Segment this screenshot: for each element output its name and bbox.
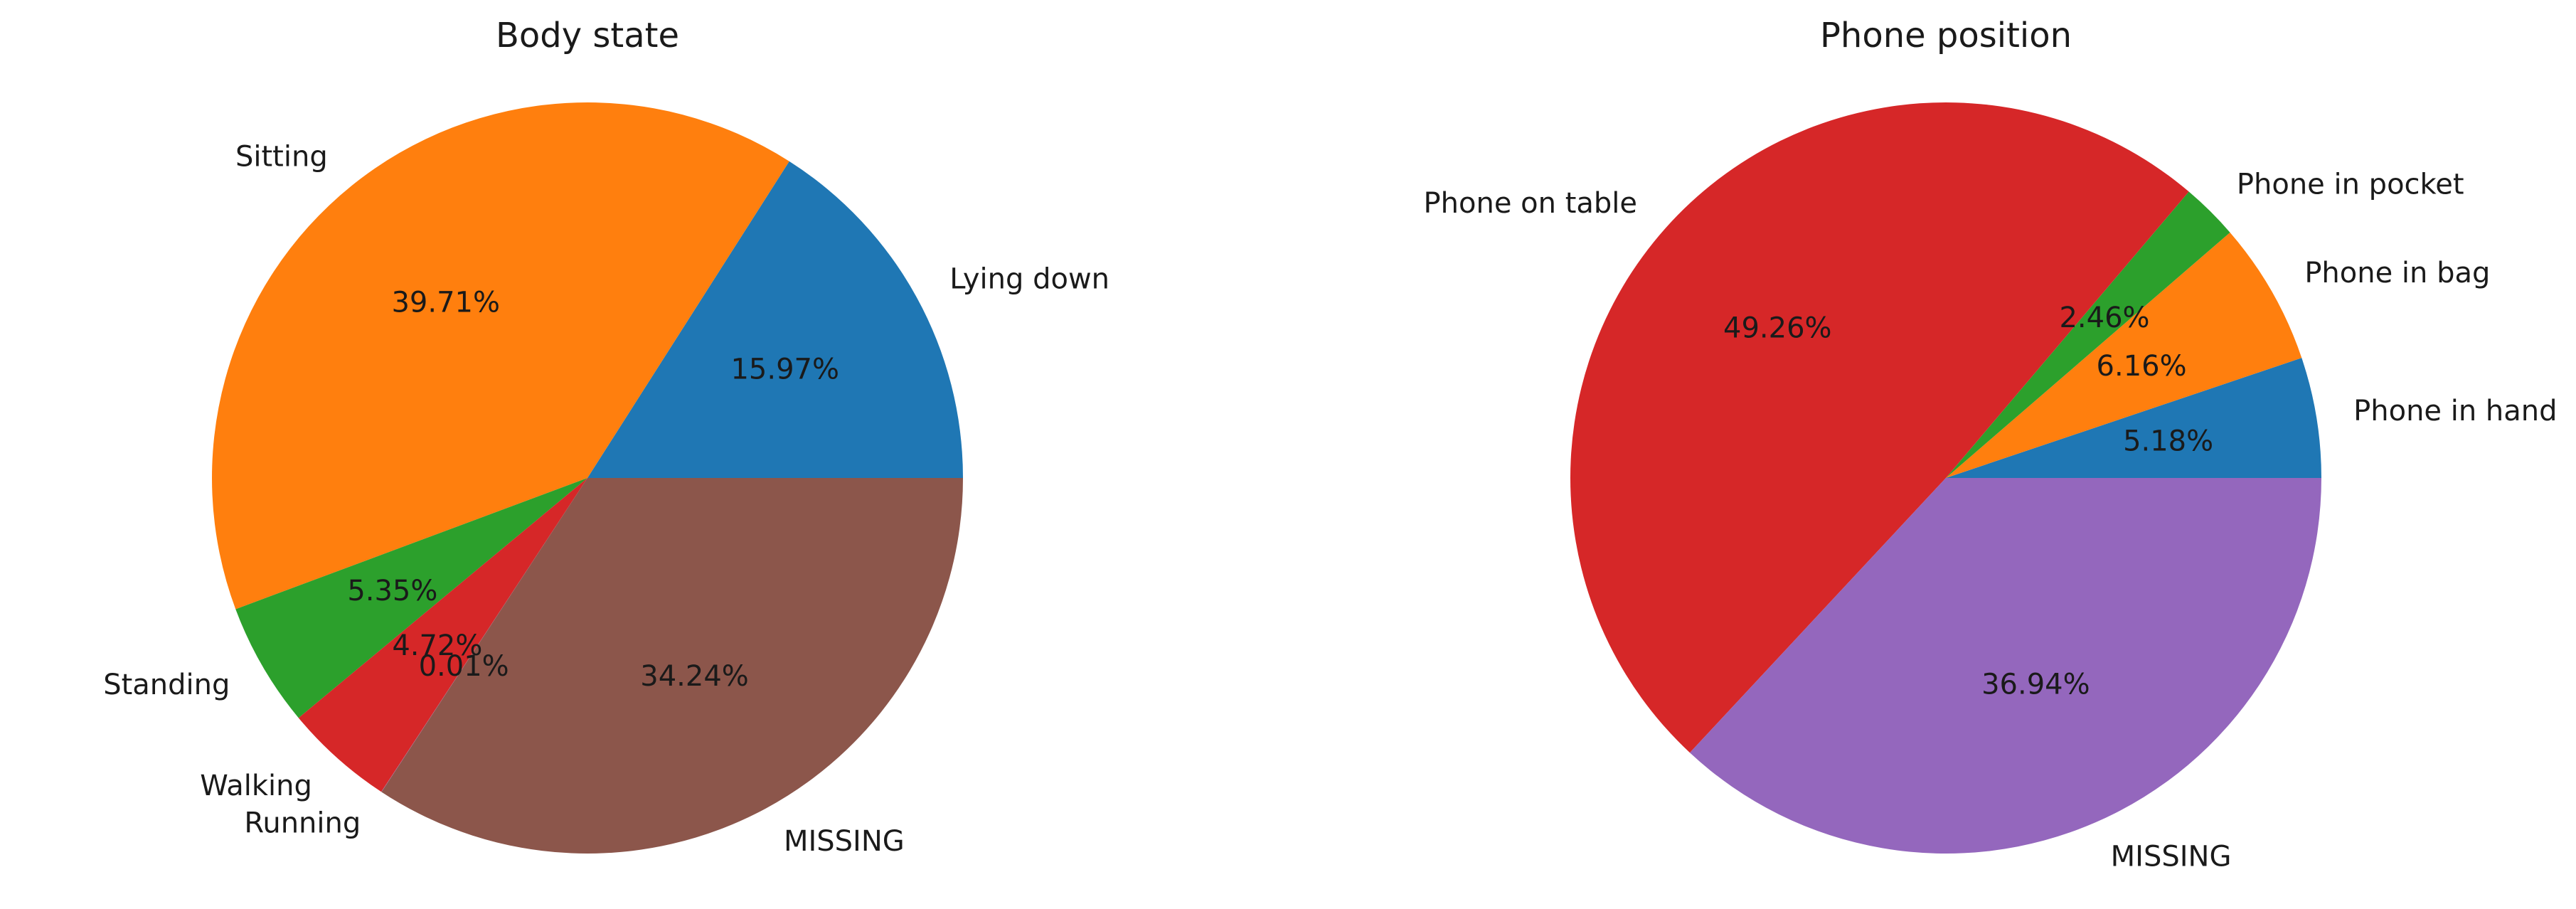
pie-slice-missing (1690, 478, 2321, 854)
phone-position-slices (1570, 102, 2321, 854)
pie-slice-sitting (211, 102, 789, 610)
chart-title-phone-position: Phone position (1820, 16, 2072, 55)
slice-percent-phone-in-hand: 5.18% (2123, 425, 2213, 458)
pie-slice-phone-in-hand (1946, 358, 2321, 478)
pie-slice-lying-down (587, 161, 963, 478)
pie-slice-phone-in-bag (1946, 232, 2302, 478)
slice-percent-standing: 5.35% (347, 575, 437, 607)
slice-label-sitting: Sitting (235, 140, 328, 173)
slice-label-phone-in-hand: Phone in hand (2353, 395, 2557, 427)
slice-label-missing: MISSING (784, 825, 905, 858)
slice-label-missing: MISSING (2111, 841, 2232, 873)
chart-title-body-state: Body state (496, 16, 679, 55)
pie-slice-phone-on-table (1570, 102, 2189, 753)
slice-percent-lying-down: 15.97% (730, 354, 839, 386)
pie-slice-phone-in-pocket (1946, 191, 2230, 478)
slice-percent-missing: 36.94% (1981, 669, 2090, 701)
pie-slice-standing (235, 478, 587, 718)
body-state-pie-chart: Body state Lying down 15.97% Sitting 39.71%… (103, 16, 1109, 858)
phone-position-slice-labels: Phone in hand 5.18% Phone in bag 6.16% Phone… (1424, 169, 2558, 873)
body-state-slices (211, 102, 963, 854)
slice-label-running: Running (244, 807, 361, 840)
slice-percent-missing: 34.24% (640, 660, 749, 693)
pie-slice-running (381, 478, 587, 792)
slice-percent-phone-on-table: 49.26% (1723, 312, 1832, 344)
pie-slice-missing (381, 478, 963, 854)
slice-label-walking: Walking (200, 770, 312, 802)
slice-percent-running: 0.01% (419, 650, 509, 683)
pie-slice-walking (298, 478, 587, 792)
slice-percent-phone-in-pocket: 2.46% (2059, 302, 2149, 334)
body-state-slice-labels: Lying down 15.97% Sitting 39.71% Standing 5.3… (103, 140, 1109, 858)
slice-label-phone-in-bag: Phone in bag (2304, 257, 2490, 289)
slice-label-phone-on-table: Phone on table (1424, 187, 1637, 220)
slice-label-phone-in-pocket: Phone in pocket (2237, 169, 2464, 201)
slice-percent-sitting: 39.71% (391, 287, 500, 319)
slice-percent-phone-in-bag: 6.16% (2097, 350, 2187, 383)
slice-percent-walking: 4.72% (392, 629, 482, 662)
slice-label-standing: Standing (103, 669, 230, 701)
slice-label-lying-down: Lying down (949, 263, 1109, 296)
